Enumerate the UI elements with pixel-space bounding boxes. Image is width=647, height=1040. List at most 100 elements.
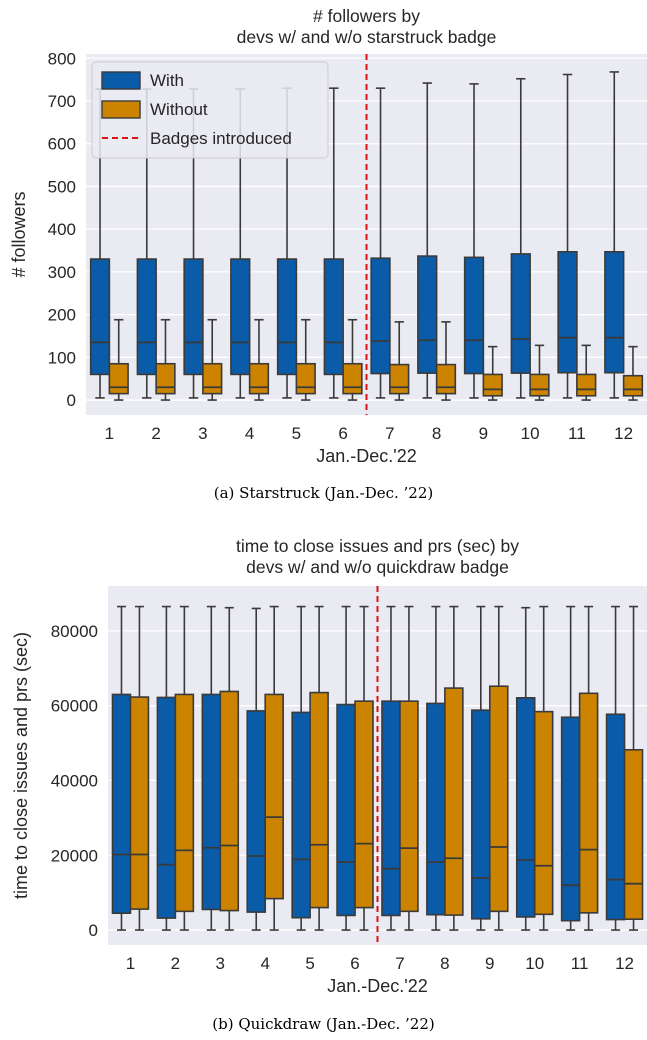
starstruck-box-without (108, 318, 129, 401)
starstruck-iqr-box (604, 251, 625, 374)
starstruck-ytick-label: 600 (48, 135, 76, 154)
quickdraw-box-without (488, 605, 509, 931)
starstruck-legend-frame (91, 61, 329, 159)
starstruck-xtick-label: 1 (105, 424, 114, 443)
starstruck-iqr-box (529, 373, 550, 397)
starstruck-iqr-box (230, 258, 251, 376)
quickdraw-iqr-box (129, 696, 150, 910)
starstruck-box-without (435, 321, 457, 401)
quickdraw-iqr-box (515, 697, 536, 918)
quickdraw-box-with (381, 605, 401, 931)
starstruck-box-without (248, 318, 270, 401)
quickdraw-xtick-label: 8 (440, 954, 449, 973)
starstruck-xtick-label: 11 (568, 424, 586, 443)
starstruck-ytick-label: 0 (67, 391, 76, 410)
starstruck-box-with (370, 87, 391, 399)
caption-starstruck: (a) Starstruck (Jan.-Dec. ’22) (213, 484, 434, 502)
quickdraw-y-axis-label: time to close issues and prs (sec) (11, 632, 31, 899)
quickdraw-box-without (354, 605, 374, 931)
starstruck-iqr-box (463, 256, 485, 375)
quickdraw-ytick-label: 0 (89, 921, 98, 940)
caption-quickdraw: (b) Quickdraw (Jan.-Dec. ’22) (212, 1015, 435, 1033)
quickdraw-iqr-box (111, 693, 132, 915)
starstruck-iqr-box (342, 362, 363, 395)
starstruck-box-without (155, 318, 176, 401)
starstruck-iqr-box (248, 362, 270, 395)
quickdraw-iqr-box (623, 748, 644, 920)
starstruck-iqr-box (389, 363, 410, 395)
starstruck-box-with (417, 82, 438, 399)
quickdraw-box-without (174, 605, 195, 931)
quickdraw-xtick-label: 4 (260, 954, 269, 973)
quickdraw-iqr-box (444, 687, 464, 916)
starstruck-legend-swatch (101, 100, 141, 119)
starstruck-iqr-box (370, 257, 391, 375)
quickdraw-box-with (246, 607, 267, 931)
quickdraw-iqr-box (533, 710, 554, 916)
quickdraw-box-without (219, 606, 240, 931)
quickdraw-iqr-box (488, 685, 509, 913)
quickdraw-box-without (533, 605, 554, 931)
quickdraw-iqr-box (399, 700, 419, 913)
starstruck-ytick-label: 800 (48, 49, 76, 68)
starstruck-iqr-box (510, 253, 531, 374)
starstruck-x-axis-label: Jan.-Dec.'22 (316, 446, 417, 466)
quickdraw-box-without (399, 605, 419, 931)
quickdraw-box-without (264, 605, 284, 931)
quickdraw-xtick-label: 12 (615, 954, 634, 973)
quickdraw-box-with (111, 605, 132, 931)
quickdraw-iqr-box (264, 693, 284, 900)
chart-quickdraw: 0 20000 40000 60000 80000 time to close issue… (11, 536, 647, 996)
quickdraw-chart-title: time to close issues and prs (sec) by (236, 536, 519, 556)
quickdraw-chart-title: devs w/ and w/o quickdraw badge (246, 557, 509, 577)
quickdraw-xtick-label: 10 (525, 954, 544, 973)
starstruck-ytick-label: 300 (48, 263, 76, 282)
quickdraw-iqr-box (309, 691, 329, 909)
starstruck-box-without (622, 345, 644, 401)
starstruck-xtick-label: 3 (198, 424, 207, 443)
starstruck-ytick-label: 200 (48, 306, 76, 325)
starstruck-box-without (295, 318, 316, 401)
starstruck-iqr-box (557, 251, 578, 374)
starstruck-xtick-label: 6 (338, 424, 347, 443)
figure-quickdraw: 0 20000 40000 60000 80000 time to close issue… (0, 530, 647, 1040)
quickdraw-box-without (309, 605, 329, 931)
quickdraw-box-with (515, 606, 536, 931)
quickdraw-box-with (201, 605, 222, 931)
quickdraw-iqr-box (560, 716, 581, 922)
quickdraw-box-without (129, 605, 150, 931)
starstruck-box-without (389, 321, 410, 401)
quickdraw-iqr-box (354, 700, 374, 909)
starstruck-ytick-label: 400 (48, 220, 76, 239)
starstruck-iqr-box (202, 362, 223, 395)
starstruck-legend-swatch (101, 71, 141, 90)
quickdraw-ytick-label: 60000 (51, 697, 98, 716)
starstruck-xtick-label: 2 (151, 424, 160, 443)
starstruck-box-with (323, 87, 344, 399)
starstruck-iqr-box (576, 373, 597, 397)
quickdraw-xtick-label: 9 (485, 954, 494, 973)
quickdraw-xtick-label: 3 (216, 954, 225, 973)
starstruck-ytick-label: 500 (48, 177, 76, 196)
quickdraw-iqr-box (578, 692, 599, 914)
quickdraw-box-without (623, 605, 644, 931)
starstruck-iqr-box (136, 258, 157, 376)
starstruck-box-without (576, 344, 597, 401)
quickdraw-iqr-box (605, 713, 626, 921)
starstruck-iqr-box (323, 258, 344, 376)
starstruck-xtick-label: 5 (292, 424, 301, 443)
quickdraw-x-axis-label: Jan.-Dec.'22 (327, 976, 428, 996)
starstruck-legend-label: With (150, 71, 184, 90)
starstruck-xtick-label: 10 (521, 424, 540, 443)
quickdraw-iqr-box (156, 696, 177, 919)
starstruck-box-without (529, 344, 550, 401)
quickdraw-iqr-box (381, 700, 401, 917)
quickdraw-plot-area (108, 586, 647, 945)
quickdraw-iqr-box (336, 703, 356, 917)
starstruck-ytick-label: 700 (48, 92, 76, 111)
starstruck-legend-label: Without (150, 100, 208, 119)
quickdraw-xtick-label: 5 (305, 954, 314, 973)
quickdraw-iqr-box (471, 709, 491, 920)
starstruck-box-with (510, 77, 531, 399)
quickdraw-iqr-box (174, 693, 195, 913)
